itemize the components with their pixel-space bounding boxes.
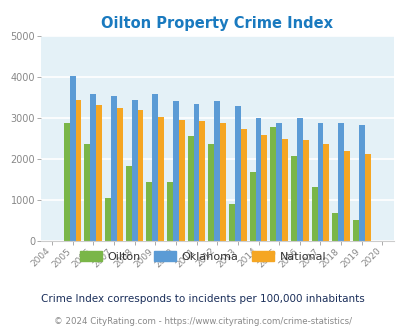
Bar (358, 125, 364, 241)
Bar (296, 118, 302, 241)
Bar (208, 144, 214, 241)
Bar (332, 213, 337, 241)
Bar (187, 136, 193, 241)
Bar (255, 118, 261, 241)
Bar (323, 144, 328, 241)
Bar (111, 96, 117, 241)
Bar (228, 204, 234, 241)
Title: Oilton Property Crime Index: Oilton Property Crime Index (101, 16, 333, 31)
Text: Crime Index corresponds to incidents per 100,000 inhabitants: Crime Index corresponds to incidents per… (41, 294, 364, 304)
Bar (281, 139, 287, 241)
Bar (270, 127, 275, 241)
Bar (220, 123, 226, 241)
Bar (311, 187, 317, 241)
Text: © 2024 CityRating.com - https://www.cityrating.com/crime-statistics/: © 2024 CityRating.com - https://www.city… (54, 317, 351, 326)
Bar (75, 100, 81, 241)
Bar (173, 101, 178, 241)
Bar (70, 76, 75, 241)
Bar (337, 123, 343, 241)
Bar (214, 101, 220, 241)
Bar (343, 151, 349, 241)
Bar (64, 123, 70, 241)
Bar (240, 129, 246, 241)
Bar (137, 110, 143, 241)
Bar (317, 123, 323, 241)
Bar (364, 154, 370, 241)
Bar (261, 135, 266, 241)
Bar (105, 198, 111, 241)
Bar (131, 100, 137, 241)
Bar (290, 156, 296, 241)
Legend: Oilton, Oklahoma, National: Oilton, Oklahoma, National (75, 247, 330, 267)
Bar (158, 116, 164, 241)
Bar (178, 120, 184, 241)
Bar (117, 108, 122, 241)
Bar (126, 166, 131, 241)
Bar (90, 94, 96, 241)
Bar (275, 123, 281, 241)
Bar (96, 105, 102, 241)
Bar (352, 220, 358, 241)
Bar (152, 94, 158, 241)
Bar (249, 172, 255, 241)
Bar (302, 140, 308, 241)
Bar (167, 182, 173, 241)
Bar (234, 106, 240, 241)
Bar (199, 121, 205, 241)
Bar (84, 144, 90, 241)
Bar (146, 182, 152, 241)
Bar (193, 104, 199, 241)
